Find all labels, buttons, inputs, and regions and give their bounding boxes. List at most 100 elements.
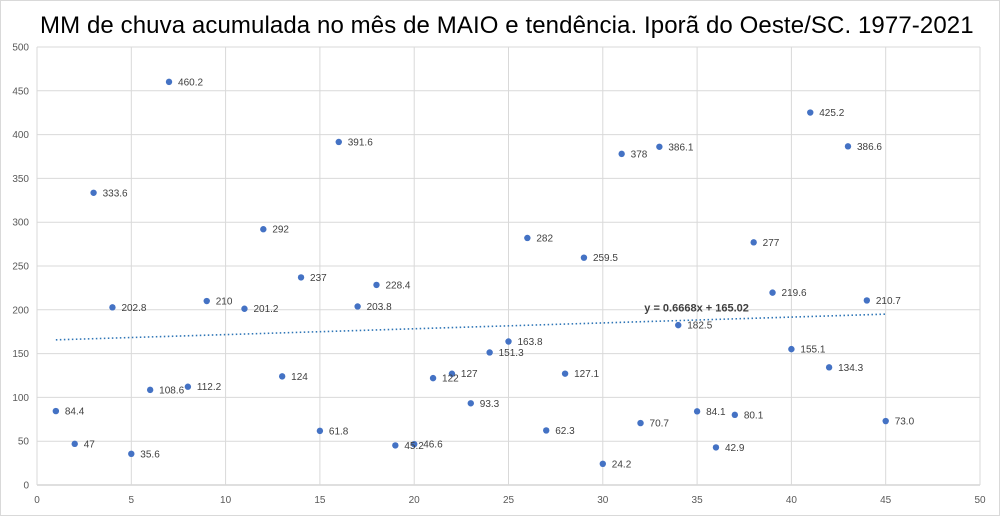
data-point	[618, 150, 625, 158]
data-point	[278, 373, 286, 380]
trendline	[55, 313, 886, 341]
y-tick-label: 450	[12, 86, 29, 97]
data-label: 210.7	[876, 296, 901, 307]
x-tick-label: 0	[34, 495, 40, 506]
data-label: 134.3	[838, 363, 863, 374]
data-point	[448, 370, 456, 377]
data-label: 282	[536, 233, 553, 244]
data-label: 84.1	[706, 407, 726, 418]
y-tick-label: 300	[12, 218, 29, 229]
data-point	[467, 400, 474, 407]
x-tick-label: 35	[692, 495, 704, 506]
data-point	[109, 304, 116, 311]
data-point	[863, 297, 871, 304]
data-label: 333.6	[103, 188, 128, 199]
y-tick-label: 100	[12, 393, 29, 404]
y-tick-label: 400	[12, 130, 29, 141]
y-tick-label: 500	[12, 43, 29, 54]
data-label: 277	[763, 238, 780, 249]
data-label: 151.3	[499, 348, 524, 359]
data-point	[693, 408, 701, 415]
gridlines	[36, 46, 981, 486]
data-point	[184, 383, 192, 390]
x-axis-ticks: 0 5 10 15 20 25 30 35 40 45 50	[34, 495, 986, 506]
data-point	[656, 143, 663, 150]
data-point	[825, 364, 833, 371]
data-point	[807, 109, 814, 116]
data-label: 292	[272, 225, 289, 236]
data-point	[505, 338, 512, 345]
data-label: 61.8	[329, 426, 349, 437]
data-label: 127	[461, 369, 478, 380]
data-point	[165, 78, 173, 86]
y-tick-label: 350	[12, 174, 29, 185]
x-tick-label: 25	[503, 495, 515, 506]
data-point	[260, 226, 267, 233]
data-point	[844, 143, 852, 150]
trendline-group: y = 0.6668x + 165.02	[55, 303, 886, 341]
chart-title: MM de chuva acumulada no mês de MAIO e t…	[40, 12, 974, 39]
data-label: 122	[442, 374, 459, 385]
data-point	[316, 427, 324, 435]
data-label: 45.2	[404, 441, 424, 452]
data-label: 219.6	[782, 288, 807, 299]
data-label: 228.4	[385, 280, 410, 291]
data-label: 425.2	[819, 108, 844, 119]
data-point	[297, 274, 305, 281]
data-label: 127.1	[574, 369, 599, 380]
data-label: 112.2	[197, 382, 222, 393]
data-point	[882, 417, 889, 425]
data-label: 182.5	[687, 321, 712, 332]
data-label: 80.1	[744, 410, 764, 421]
data-label: 202.8	[121, 303, 146, 314]
data-label: 391.6	[348, 137, 373, 148]
data-label: 24.2	[612, 459, 632, 470]
data-label: 47	[84, 439, 96, 450]
data-point	[52, 407, 60, 415]
data-point	[411, 440, 418, 448]
data-label: 386.1	[668, 142, 693, 153]
x-tick-label: 10	[220, 495, 232, 506]
data-point	[146, 386, 154, 394]
data-point	[128, 450, 135, 458]
data-label: 155.1	[800, 345, 825, 356]
x-tick-label: 15	[314, 495, 326, 506]
data-point	[429, 374, 437, 382]
data-label: 124	[291, 372, 308, 383]
data-label: 84.4	[65, 407, 85, 418]
data-point	[750, 239, 757, 246]
x-tick-label: 40	[786, 495, 798, 506]
data-point	[486, 349, 493, 356]
data-point	[788, 345, 795, 353]
data-point	[675, 321, 682, 329]
data-labels: 84.4 47 333.6 202.8 35.6 108.6 460.2 112.2 210 20…	[65, 77, 915, 470]
data-point	[599, 460, 606, 468]
data-point	[354, 303, 361, 310]
data-label: 210	[216, 297, 233, 308]
x-tick-label: 30	[597, 495, 609, 506]
data-point	[731, 411, 739, 419]
data-point	[712, 444, 720, 451]
data-label: 386.6	[857, 142, 882, 153]
data-point	[71, 440, 78, 448]
x-tick-label: 45	[880, 495, 892, 506]
data-label: 35.6	[140, 449, 160, 460]
data-point	[392, 442, 399, 449]
data-label: 259.5	[593, 253, 618, 264]
x-tick-label: 50	[974, 495, 986, 506]
data-points	[52, 78, 889, 468]
data-label: 62.3	[555, 426, 575, 437]
data-label: 73.0	[895, 417, 915, 428]
data-label: 42.9	[725, 443, 745, 454]
data-point	[335, 138, 342, 146]
y-axis-ticks: 0 50 100 150 200 250 300 350 400 450 500	[12, 43, 29, 492]
data-label: 237	[310, 273, 327, 284]
y-tick-label: 50	[18, 437, 30, 448]
y-tick-label: 0	[23, 481, 29, 492]
y-tick-label: 200	[12, 305, 29, 316]
data-point	[373, 281, 380, 289]
data-label: 460.2	[178, 77, 203, 88]
data-label: 378	[631, 149, 648, 160]
data-point	[543, 427, 550, 434]
